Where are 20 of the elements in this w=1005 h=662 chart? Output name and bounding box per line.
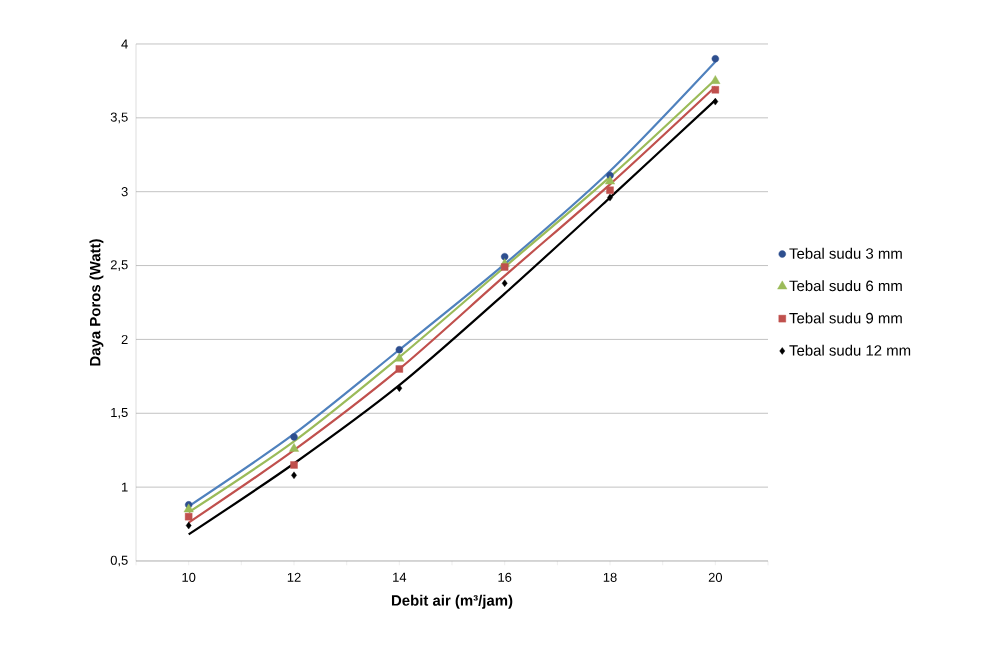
y-tick-label: 3,5 [110, 112, 128, 124]
x-tick-label: 18 [603, 572, 617, 582]
y-tick-label: 4 [121, 39, 128, 49]
y-tick-label: 0,5 [110, 555, 128, 567]
y-tick-label: 2 [121, 334, 128, 344]
legend-label: Tebal sudu 9 mm [789, 312, 902, 324]
y-tick-label: 1 [122, 482, 128, 492]
y-tick-label: 2,5 [110, 260, 128, 271]
legend-label: Tebal sudu 6 mm [789, 280, 902, 292]
y-axis-title: Daya Poros (Watt) [89, 239, 104, 366]
legend-label: Tebal sudu 12 mm [789, 344, 911, 356]
x-tick-label: 10 [182, 572, 196, 582]
y-tick-label: 3 [121, 187, 128, 197]
legend-label: Tebal sudu 3 mm [789, 247, 902, 259]
y-tick-label: 1,5 [111, 407, 128, 419]
x-tick-label: 14 [393, 572, 407, 582]
x-tick-label: 12 [287, 572, 301, 582]
x-tick-label: 16 [498, 572, 512, 582]
x-axis-title: Debit air (m³/jam) [391, 594, 513, 609]
x-tick-label: 20 [708, 572, 723, 582]
